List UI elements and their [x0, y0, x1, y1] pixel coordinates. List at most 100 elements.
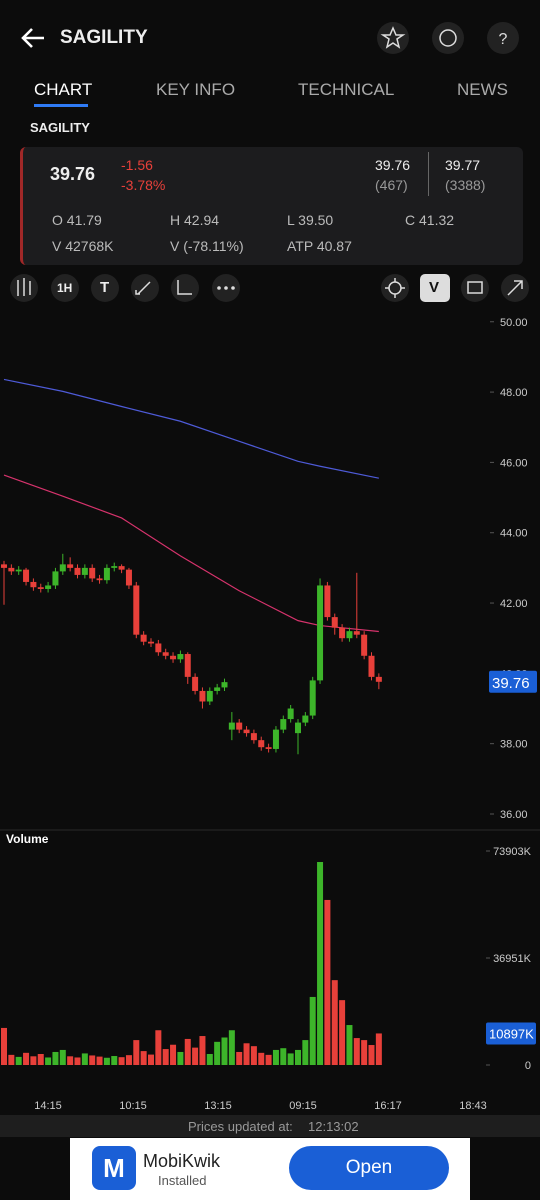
candle-body	[67, 564, 74, 568]
volume-bar	[375, 1033, 382, 1065]
stat: C 41.32	[405, 212, 455, 228]
watchlist-button[interactable]	[377, 22, 409, 54]
volume-toggle[interactable]: V	[429, 279, 440, 296]
ltp: 39.76	[50, 164, 96, 184]
alert-button[interactable]	[432, 22, 464, 54]
volume-bar	[89, 1055, 96, 1065]
tab[interactable]: CHART	[34, 80, 93, 99]
volume-bar	[317, 862, 324, 1065]
volume-bar	[236, 1051, 243, 1065]
candle-body	[45, 585, 52, 589]
tab[interactable]: KEY INFO	[156, 80, 236, 99]
volume-bar	[52, 1051, 59, 1065]
y-tick-label: 44.00	[500, 528, 528, 540]
divider	[428, 152, 429, 196]
volume-bar	[199, 1036, 206, 1065]
volume-bar	[111, 1056, 118, 1065]
volume-bar	[192, 1047, 199, 1065]
stat: V 42768K	[52, 238, 114, 254]
y-tick-label: 73903K	[493, 846, 532, 858]
candle-body	[59, 564, 66, 572]
candle-body	[280, 719, 287, 730]
status-bar	[0, 1115, 540, 1137]
candle-body	[103, 567, 110, 581]
volume-bar	[59, 1049, 66, 1065]
text-tool[interactable]: T	[100, 279, 110, 296]
candle-body	[1, 564, 7, 568]
candle-body	[295, 722, 301, 734]
volume-bar	[243, 1043, 250, 1065]
tab[interactable]: TECHNICAL	[298, 80, 395, 99]
candle-body	[339, 627, 346, 639]
candle-body	[375, 676, 382, 682]
volume-bar	[37, 1053, 44, 1065]
stat: ATP 40.87	[287, 238, 352, 254]
candle-body	[236, 722, 243, 730]
volume-bar	[96, 1056, 103, 1065]
candle-body	[23, 569, 30, 582]
candle-body	[37, 587, 44, 589]
volume-bar	[15, 1056, 22, 1065]
updated-time: 12:13:02	[308, 1119, 359, 1134]
candle-body	[243, 729, 250, 734]
y-tick-label: 36951K	[493, 953, 532, 965]
candle-body	[221, 682, 228, 688]
stat: H 42.94	[170, 212, 220, 228]
interval-button[interactable]: 1H	[57, 281, 73, 295]
volume-bar	[140, 1051, 147, 1065]
svg-text:?: ?	[499, 31, 508, 48]
candle-body	[361, 634, 368, 656]
candle-body	[302, 715, 309, 723]
volume-bar	[228, 1030, 235, 1065]
x-tick-label: 14:15	[34, 1100, 62, 1112]
x-tick-label: 18:43	[459, 1100, 487, 1112]
volume-bar	[23, 1052, 30, 1065]
volume-bar	[331, 980, 338, 1065]
stat: V (-78.11%)	[170, 238, 244, 254]
page-title: SAGILITY	[60, 27, 148, 48]
y-tick-label: 50.00	[500, 317, 528, 329]
candle-body	[140, 634, 147, 642]
candle-body	[184, 654, 191, 677]
ask: 39.77	[445, 157, 481, 173]
candle-body	[81, 567, 88, 575]
volume-bar	[133, 1040, 140, 1065]
candle-body	[52, 571, 59, 586]
tab[interactable]: NEWS	[457, 80, 508, 99]
volume-bar	[258, 1052, 265, 1065]
candle-body	[155, 643, 162, 653]
candle-body	[199, 690, 206, 702]
volume-bar	[353, 1038, 360, 1065]
moving-average	[3, 474, 379, 633]
volume-bar	[45, 1057, 52, 1065]
volume-bar	[30, 1056, 37, 1065]
volume-bar	[1, 1027, 7, 1065]
volume-bar	[346, 1025, 353, 1065]
y-tick-label: 38.00	[500, 739, 528, 751]
volume-bar	[302, 1040, 309, 1065]
ask-qty: (3388)	[445, 177, 486, 193]
x-tick-label: 10:15	[119, 1100, 147, 1112]
volume-bar	[250, 1046, 257, 1065]
candle-body	[133, 585, 140, 635]
ad-logo: M	[92, 1146, 136, 1190]
volume-bar	[309, 996, 316, 1065]
updated-label: Prices updated at:	[188, 1119, 293, 1134]
candle-body	[170, 655, 177, 660]
ad-button[interactable]: Open	[289, 1146, 449, 1190]
volume-bar	[221, 1037, 228, 1065]
volume-bar	[206, 1053, 213, 1065]
candle-body	[125, 569, 132, 586]
y-tick-label: 0	[525, 1060, 531, 1072]
candle-body	[324, 585, 331, 618]
quote-card	[20, 147, 523, 265]
candle-body	[287, 708, 294, 720]
volume-box	[486, 1022, 536, 1045]
back-arrow[interactable]	[20, 26, 46, 50]
volume-bar	[8, 1054, 15, 1065]
candle-body	[258, 740, 265, 748]
y-tick-label: 36.00	[500, 809, 528, 821]
help-button[interactable]	[487, 22, 519, 54]
candle-body	[265, 747, 272, 749]
stat: L 39.50	[287, 212, 334, 228]
